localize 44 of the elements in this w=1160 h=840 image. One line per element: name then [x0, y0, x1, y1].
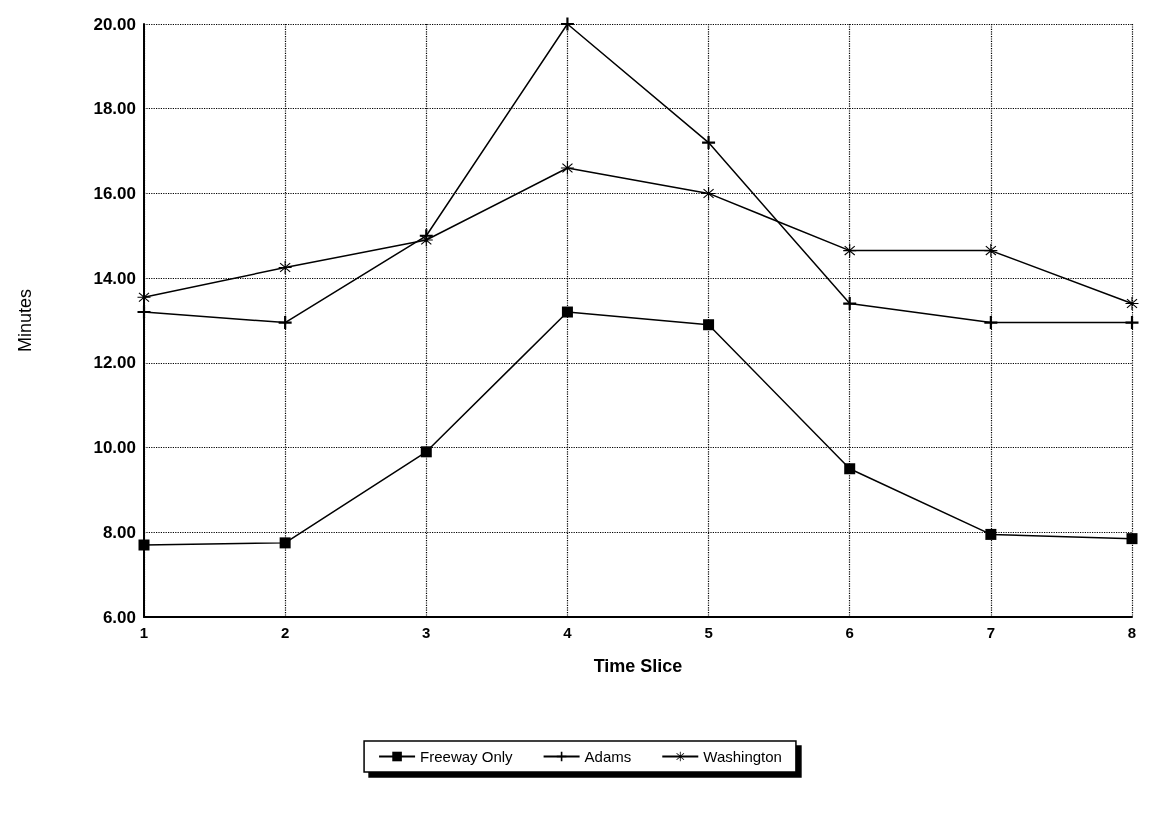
- y-tick-label: 18.00: [93, 99, 136, 119]
- y-tick-label: 16.00: [93, 183, 136, 203]
- x-tick-label: 5: [704, 624, 713, 641]
- x-tick-label: 8: [1127, 624, 1137, 641]
- point: [702, 186, 716, 200]
- point: [137, 305, 151, 319]
- y-axis-title: Minutes: [15, 288, 35, 353]
- legend-label: Washington: [703, 748, 782, 765]
- point: [703, 319, 715, 331]
- point: [420, 446, 432, 458]
- point: [560, 17, 574, 31]
- y-tick-label: 10.00: [93, 438, 136, 458]
- x-axis-title: Time Slice: [593, 656, 683, 676]
- point: [138, 539, 150, 551]
- x-tick-label: 3: [422, 624, 431, 641]
- point: [279, 537, 291, 549]
- point: [843, 244, 857, 258]
- point: [984, 244, 998, 258]
- point: [278, 261, 292, 275]
- point: [702, 136, 716, 150]
- x-tick-label: 1: [139, 624, 149, 641]
- y-tick-label: 20.00: [93, 14, 136, 34]
- legend-label: Adams: [584, 748, 632, 765]
- point: [560, 161, 574, 175]
- y-tick-label: 8.00: [102, 522, 136, 542]
- x-tick-label: 7: [986, 624, 996, 641]
- y-tick-label: 14.00: [93, 268, 136, 288]
- point: [985, 528, 997, 540]
- x-tick-label: 4: [563, 624, 573, 641]
- point: [1126, 533, 1138, 545]
- point: [984, 316, 998, 330]
- point: [1125, 297, 1139, 311]
- point: [843, 297, 857, 311]
- point: [278, 316, 292, 330]
- x-tick-label: 2: [280, 624, 290, 641]
- point: [844, 463, 856, 475]
- point: [1125, 316, 1139, 330]
- point: [419, 233, 433, 247]
- point: [561, 306, 573, 318]
- point: [137, 290, 151, 304]
- legend-label: Freeway Only: [420, 748, 514, 765]
- x-tick-label: 6: [845, 624, 854, 641]
- y-tick-label: 6.00: [102, 607, 136, 627]
- y-tick-label: 12.00: [93, 353, 136, 373]
